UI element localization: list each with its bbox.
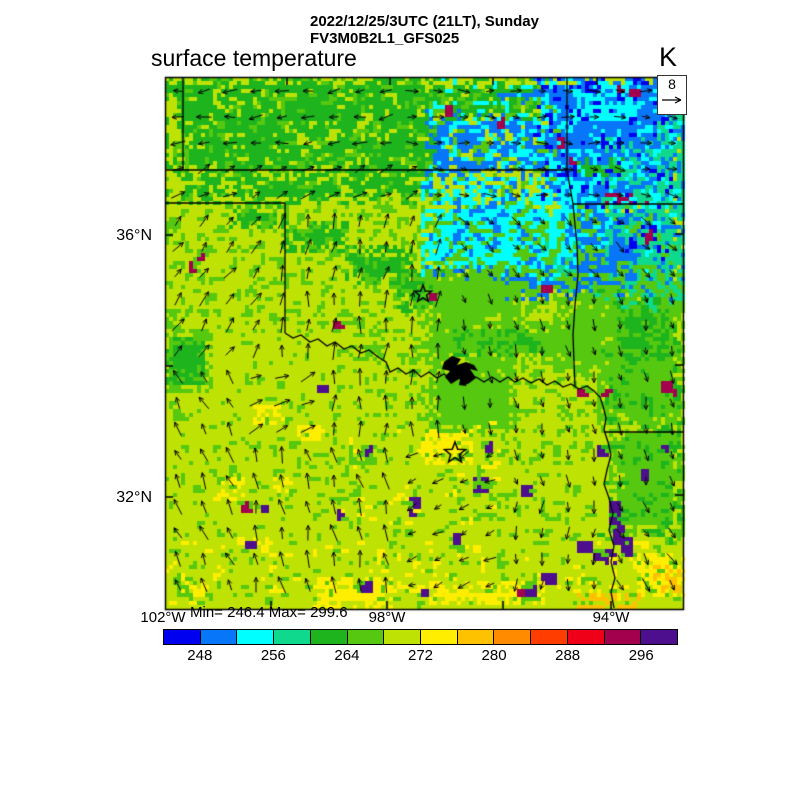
lat-label-36n: 36°N (116, 227, 152, 244)
colorbar-segment (567, 630, 605, 644)
plot-title-model: FV3M0B2L1_GFS025 (310, 30, 460, 47)
colorbar-tick-label: 280 (481, 647, 507, 664)
colorbar-segment (531, 630, 568, 644)
units-label: K (659, 42, 678, 72)
colorbar-segment (200, 630, 238, 644)
lat-label-32n: 32°N (116, 489, 152, 506)
wind-reference-value: 8 (668, 76, 676, 92)
wind-reference-arrow-icon (662, 96, 682, 104)
colorbar-segment (310, 630, 348, 644)
colorbar-tick-label: 272 (407, 647, 434, 664)
lon-label-94w: 94°W (592, 609, 630, 626)
lon-label-102w: 102°W (140, 609, 186, 626)
colorbar-tick-label: 264 (334, 647, 360, 664)
colorbar-tick-label: 296 (628, 647, 654, 664)
field-minmax-stats: Min= 246.4 Max= 299.6 (190, 604, 348, 621)
colorbar-segment (237, 630, 275, 644)
colorbar-segment (604, 630, 642, 644)
colorbar-tick-label: 248 (187, 647, 213, 664)
colorbar-segment (641, 630, 678, 644)
colorbar-tick-label: 256 (260, 647, 286, 664)
colorbar-tick-label: 288 (555, 647, 581, 664)
wind-reference-box: 8 (657, 75, 687, 115)
plot-title-datetime: 2022/12/25/3UTC (21LT), Sunday (310, 13, 539, 30)
colorbar-segment (164, 630, 201, 644)
plot-variable-label: surface temperature (151, 45, 357, 71)
colorbar-segment (494, 630, 532, 644)
colorbar-segment (347, 630, 385, 644)
colorbar (163, 629, 678, 645)
colorbar-segment (274, 630, 311, 644)
colorbar-segment (384, 630, 422, 644)
colorbar-segment (457, 630, 495, 644)
colorbar-segment (421, 630, 458, 644)
lon-label-98w: 98°W (368, 609, 406, 626)
